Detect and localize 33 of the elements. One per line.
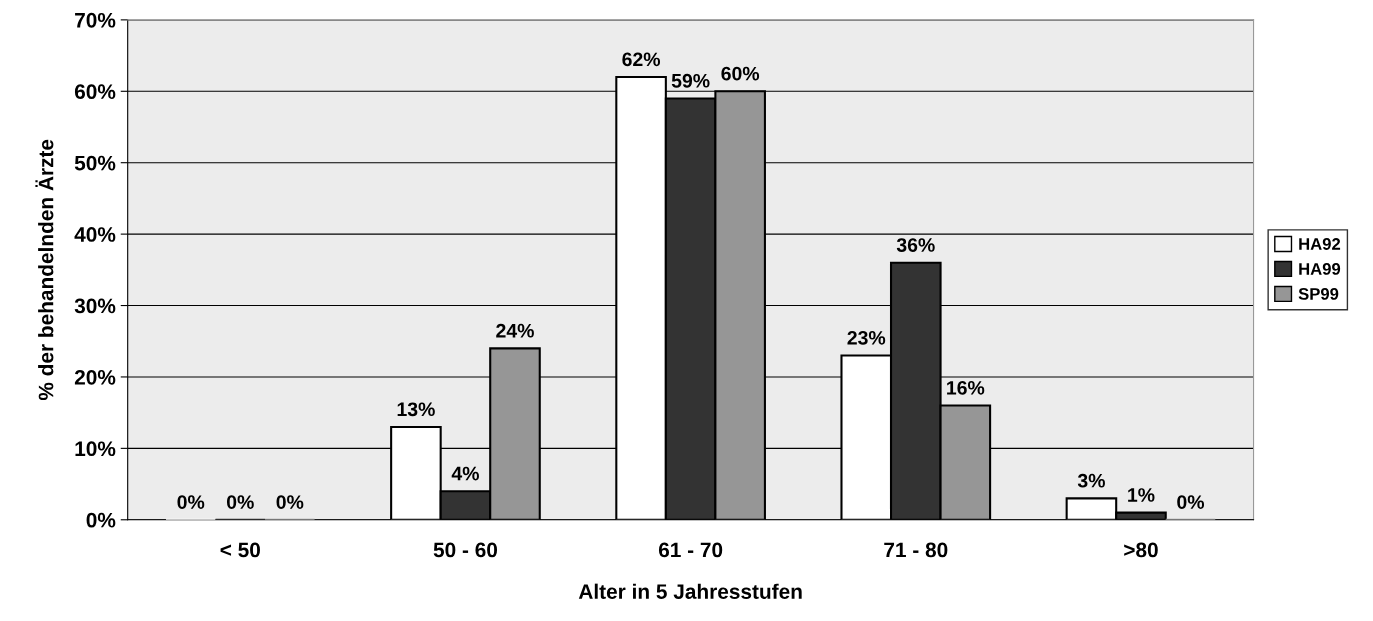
data-label: 16% xyxy=(947,380,985,395)
x-tick-label: 71 - 80 xyxy=(884,542,948,558)
y-axis-title: % der behandelnden Ärzte xyxy=(35,139,54,401)
data-label: 60% xyxy=(721,66,760,81)
y-tick-label: 70% xyxy=(75,12,116,28)
data-label: 13% xyxy=(397,402,435,417)
y-tick-label: 30% xyxy=(74,298,116,314)
data-label: 0% xyxy=(276,495,304,509)
x-tick-label: 61 - 70 xyxy=(658,542,723,558)
y-tick-label: 10% xyxy=(75,441,116,457)
data-label: 23% xyxy=(847,330,886,345)
x-tick-label: >80 xyxy=(1124,542,1158,558)
y-tick-label: 0% xyxy=(86,512,116,528)
y-tick-label: 50% xyxy=(74,155,116,171)
x-tick-label: 50 - 60 xyxy=(433,542,498,558)
x-tick-label: < 50 xyxy=(220,542,260,558)
data-label: 3% xyxy=(1077,473,1105,488)
data-label: 36% xyxy=(896,238,935,252)
data-label: 4% xyxy=(451,466,479,481)
data-label: 59% xyxy=(671,73,710,88)
y-tick-label: 60% xyxy=(74,84,116,100)
data-label: 0% xyxy=(1177,495,1205,509)
x-axis-title: Alter in 5 Jahresstufen xyxy=(578,583,802,599)
data-label: 0% xyxy=(226,495,254,509)
y-tick-label: 40% xyxy=(74,227,116,242)
data-label: 1% xyxy=(1128,488,1155,502)
data-label: 24% xyxy=(496,323,534,338)
legend-label: HA99 xyxy=(1299,263,1341,275)
legend-label: SP99 xyxy=(1298,288,1339,300)
y-tick-label: 20% xyxy=(74,369,116,385)
data-label: 0% xyxy=(177,495,205,509)
legend-label: HA92 xyxy=(1299,238,1341,250)
data-label: 62% xyxy=(622,52,661,67)
